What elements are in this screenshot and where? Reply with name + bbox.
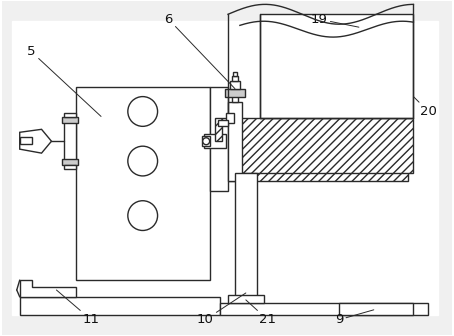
Bar — [210, 87, 228, 191]
Text: 21: 21 — [246, 300, 276, 326]
Text: 20: 20 — [414, 96, 437, 118]
Bar — [218, 120, 228, 126]
Bar — [64, 114, 76, 117]
Bar — [232, 90, 238, 101]
Polygon shape — [220, 303, 428, 315]
Bar — [230, 81, 240, 89]
Polygon shape — [20, 297, 220, 315]
Circle shape — [128, 201, 158, 230]
Bar — [235, 173, 257, 297]
Text: 6: 6 — [164, 13, 235, 89]
Polygon shape — [20, 129, 51, 153]
Bar — [226, 114, 234, 123]
Text: 9: 9 — [335, 310, 374, 326]
Bar — [76, 87, 210, 280]
Bar — [62, 159, 78, 165]
Text: 11: 11 — [56, 290, 99, 326]
Bar — [12, 21, 438, 315]
Bar — [228, 101, 242, 181]
Text: 5: 5 — [27, 45, 101, 117]
Circle shape — [202, 138, 210, 145]
Polygon shape — [20, 137, 32, 144]
Text: 19: 19 — [311, 13, 359, 27]
Bar — [64, 165, 76, 169]
Bar — [210, 126, 409, 181]
Bar — [212, 129, 242, 179]
Bar — [232, 76, 238, 81]
Bar — [64, 121, 76, 161]
Bar — [62, 117, 78, 123]
Circle shape — [128, 146, 158, 176]
Polygon shape — [215, 118, 414, 173]
Bar — [233, 72, 237, 76]
Polygon shape — [215, 118, 228, 141]
Polygon shape — [20, 280, 76, 297]
Bar — [202, 136, 210, 146]
Bar — [204, 134, 226, 148]
Bar — [228, 295, 264, 303]
Bar — [260, 14, 414, 118]
Bar — [225, 89, 245, 96]
Bar — [339, 303, 414, 315]
Circle shape — [128, 96, 158, 126]
Text: 10: 10 — [197, 293, 246, 326]
